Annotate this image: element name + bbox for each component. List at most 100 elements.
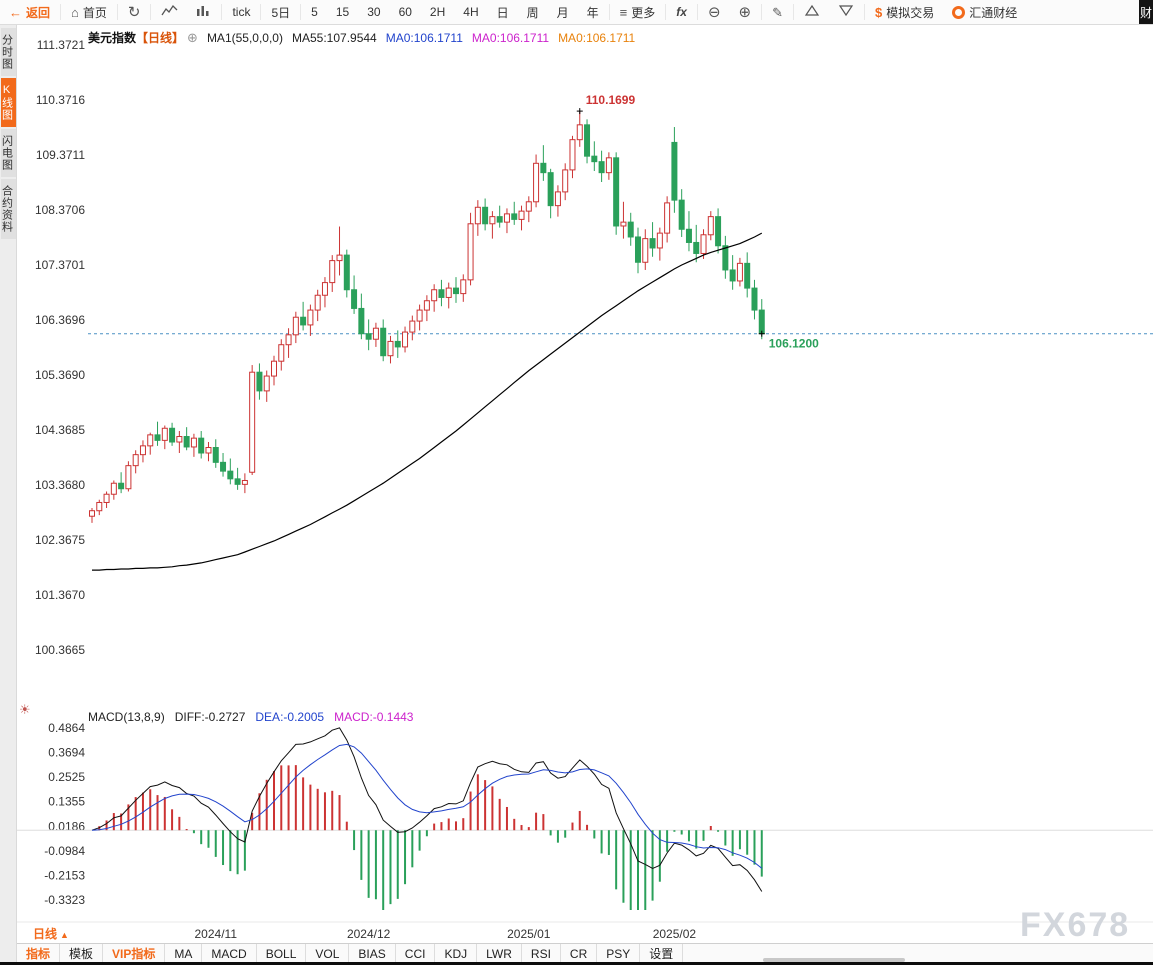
brand-button[interactable]: 汇通财经: [943, 0, 1026, 24]
sim-trading-button[interactable]: $ 模拟交易: [866, 0, 943, 24]
toolbar-separator: [221, 4, 223, 20]
svg-text:-0.0984: -0.0984: [44, 844, 85, 858]
svg-text:2025/01: 2025/01: [507, 927, 551, 941]
period-button-30[interactable]: 30: [367, 5, 381, 19]
svg-text:0.3694: 0.3694: [48, 746, 85, 760]
chart-area: 美元指数 【日线】 ⊕ MA1(55,0,0,0) MA55:107.9544 …: [17, 24, 1153, 944]
bottom-tab-CR[interactable]: CR: [561, 944, 598, 963]
tick-period-button[interactable]: tick: [223, 0, 259, 24]
toolbar-separator: [150, 4, 152, 20]
line-chart-icon: [161, 4, 178, 21]
bottom-tab-MACD[interactable]: MACD: [202, 944, 257, 963]
indicator-settings-icon[interactable]: ☀: [19, 702, 31, 717]
home-icon: ⌂: [71, 4, 79, 20]
home-button[interactable]: ⌂ 首页: [62, 0, 116, 24]
svg-text:102.3675: 102.3675: [35, 533, 85, 547]
refresh-button[interactable]: ↻: [119, 0, 150, 24]
zoom-out-button[interactable]: ⊖: [699, 0, 730, 24]
current-period-indicator[interactable]: 日线 ▲: [33, 925, 69, 942]
period-button-5[interactable]: 5: [311, 5, 318, 19]
macd-title-label: MACD(13,8,9): [88, 710, 165, 724]
svg-text:0.4864: 0.4864: [48, 721, 85, 735]
macd-macd-label: MACD:-0.1443: [334, 710, 414, 724]
watermark: FX678: [1020, 906, 1131, 944]
back-button[interactable]: ← 返回: [0, 0, 59, 24]
period-button-60[interactable]: 60: [398, 5, 412, 19]
ma-param-label: MA1(55,0,0,0): [206, 30, 283, 45]
current-period-label: 日线: [33, 927, 58, 941]
period-button-日[interactable]: 日: [496, 5, 509, 20]
sidebar-item-合约资料[interactable]: 合约资料: [0, 179, 16, 239]
svg-text:109.3711: 109.3711: [36, 148, 85, 162]
period-button-月[interactable]: 月: [556, 5, 569, 20]
toolbar-separator: [864, 4, 866, 20]
bottom-tab-模板[interactable]: 模板: [60, 944, 104, 963]
period-button-15[interactable]: 15: [335, 5, 350, 19]
period-button-周[interactable]: 周: [526, 5, 539, 20]
add-indicator-icon[interactable]: ⊕: [187, 29, 198, 45]
refresh-icon: ↻: [127, 3, 141, 21]
left-sidebar: 分时图 K线图闪电图合约资料: [0, 24, 17, 962]
shape-tool-up-button[interactable]: [795, 0, 829, 24]
toolbar-right-edge-button[interactable]: 财: [1139, 0, 1153, 24]
svg-text:107.3701: 107.3701: [35, 258, 85, 272]
sidebar-item-K线图[interactable]: K线图: [0, 78, 16, 127]
dollar-icon: $: [875, 4, 883, 20]
fx-indicator-button[interactable]: fx: [667, 0, 696, 24]
symbol-wrap: 美元指数 【日线】 ⊕: [88, 29, 198, 46]
period-button-年[interactable]: 年: [586, 5, 599, 20]
svg-text:2025/02: 2025/02: [653, 927, 697, 941]
zoom-in-button[interactable]: ⊕: [730, 0, 761, 24]
period-button-4H[interactable]: 4H: [463, 5, 479, 19]
svg-text:104.3685: 104.3685: [35, 423, 85, 437]
bottom-black-bar: [0, 962, 1153, 965]
symbol-name: 美元指数: [88, 31, 137, 45]
triangle-down-icon: [838, 4, 854, 20]
bottom-tab-设置[interactable]: 设置: [640, 944, 684, 963]
period-button-2H[interactable]: 2H: [429, 5, 446, 19]
ma55-value-label: MA55:107.9544: [291, 30, 377, 45]
shape-tool-down-button[interactable]: [829, 0, 863, 24]
toolbar-separator: [793, 4, 795, 20]
bottom-tab-VIP指标[interactable]: VIP指标: [103, 944, 166, 963]
bottom-tab-BIAS[interactable]: BIAS: [349, 944, 396, 963]
period-tag: 【日线】: [136, 31, 185, 45]
zoom-out-icon: ⊖: [707, 3, 721, 21]
svg-text:2024/12: 2024/12: [347, 927, 391, 941]
sim-trading-label: 模拟交易: [886, 5, 935, 20]
bottom-tab-BOLL[interactable]: BOLL: [257, 944, 307, 963]
five-day-period-button[interactable]: 5日: [262, 0, 299, 24]
bottom-tab-RSI[interactable]: RSI: [522, 944, 561, 963]
bottom-tab-VOL[interactable]: VOL: [306, 944, 350, 963]
sidebar-item-闪电图[interactable]: 闪电图: [0, 129, 16, 177]
period-group: 5 15 30 60 2H 4H 日 周 月 年: [302, 0, 608, 24]
candles-layer: [89, 111, 765, 523]
bottom-tab-PSY[interactable]: PSY: [597, 944, 641, 963]
bottom-tab-KDJ[interactable]: KDJ: [435, 944, 478, 963]
fx-label: fx: [676, 5, 687, 19]
svg-text:101.3670: 101.3670: [35, 588, 85, 602]
draw-button[interactable]: ✎: [763, 0, 792, 24]
bottom-tab-指标[interactable]: 指标: [17, 944, 61, 963]
more-button[interactable]: ≡ 更多: [611, 0, 665, 24]
chart-canvas[interactable]: 111.3721 110.3716 109.3711 108.3706 107.3701…: [17, 24, 1153, 942]
sidebar-item-分时图[interactable]: 分时图: [0, 28, 16, 76]
horizontal-scrollbar-thumb[interactable]: [763, 958, 905, 962]
top-toolbar: ← 返回 ⌂ 首页 ↻ tick 5日 5 15 30 60 2H 4H 日 周 月 年: [0, 0, 1153, 25]
toolbar-separator: [116, 4, 118, 20]
svg-text:0.1355: 0.1355: [48, 795, 85, 809]
macd-dea-label: DEA:-0.2005: [255, 710, 325, 724]
volume-bars-icon: [196, 4, 211, 20]
svg-text:106.1200: 106.1200: [769, 337, 819, 351]
line-chart-type-button[interactable]: [152, 0, 187, 24]
macd-header: MACD(13,8,9) DIFF:-0.2727 DEA:-0.2005 MA…: [88, 710, 413, 724]
volume-chart-type-button[interactable]: [187, 0, 220, 24]
main-chart-header: 美元指数 【日线】 ⊕ MA1(55,0,0,0) MA55:107.9544 …: [88, 29, 635, 46]
bottom-tab-LWR[interactable]: LWR: [477, 944, 522, 963]
svg-text:103.3680: 103.3680: [35, 478, 85, 492]
svg-text:0.0186: 0.0186: [48, 819, 85, 833]
bottom-tab-CCI[interactable]: CCI: [396, 944, 436, 963]
bottom-tab-MA[interactable]: MA: [165, 944, 203, 963]
ma55-line: [92, 232, 763, 571]
